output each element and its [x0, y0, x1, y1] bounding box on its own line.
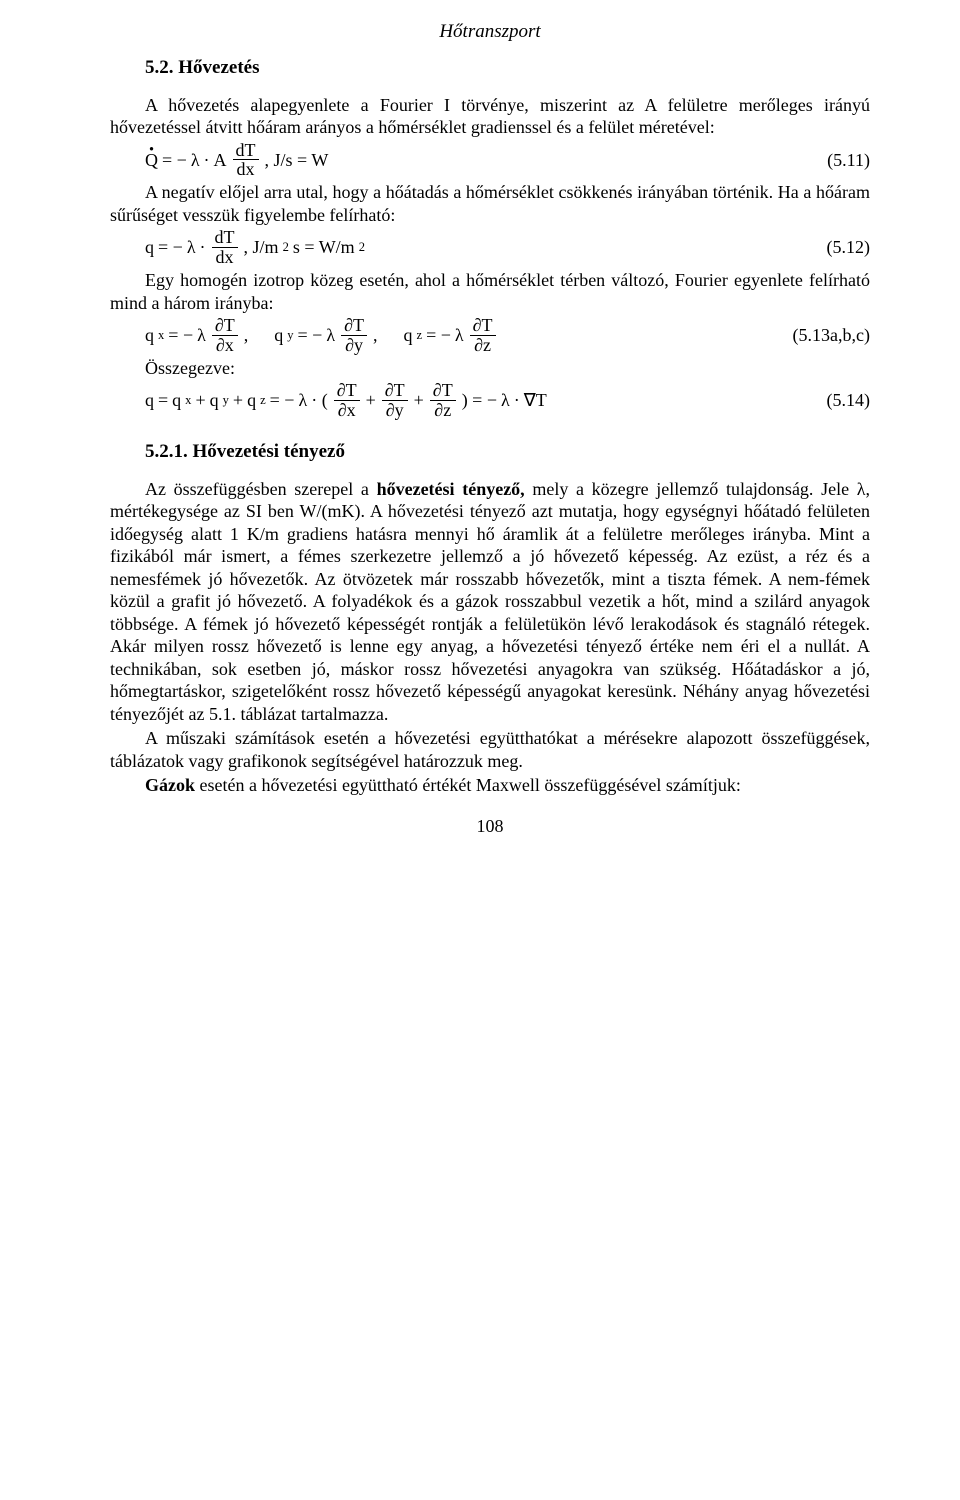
eq-text: = − [270, 389, 295, 412]
symbol-qx: q [145, 324, 154, 347]
page-number: 108 [110, 815, 870, 838]
negative-sign-paragraph: A negatív előjel arra utal, hogy a hőáta… [110, 181, 870, 226]
eq-text: = − [298, 324, 323, 347]
intro-paragraph: A hővezetés alapegyenlete a Fourier I tö… [110, 94, 870, 139]
fraction: ∂T ∂y [341, 316, 367, 355]
symbol-lambda: λ [326, 324, 335, 347]
subscript-x: x [158, 328, 164, 344]
eq-text: + [414, 389, 424, 412]
fraction: ∂T ∂z [430, 381, 456, 420]
eq-text: , [373, 324, 378, 347]
body-paragraph-2: A műszaki számítások esetén a hővezetési… [110, 727, 870, 772]
equation-number: (5.14) [811, 389, 871, 412]
heading-5-2-1: 5.2.1. Hővezetési tényező [145, 440, 870, 464]
equation-5-12: q = − λ · dT dx , J/m2s = W/m2 (5.12) [145, 228, 870, 267]
symbol-nablaT: ∇T [524, 389, 547, 412]
eq-text: = − [158, 236, 183, 259]
eq-text: = − [426, 324, 451, 347]
equation-number: (5.13a,b,c) [777, 324, 870, 347]
equation-number: (5.11) [811, 149, 870, 172]
fraction: ∂T ∂x [334, 381, 360, 420]
eq-text: = [158, 389, 168, 412]
symbol-lambda: λ [501, 389, 510, 412]
symbol-qz: q [247, 389, 256, 412]
subscript-y: y [223, 393, 229, 409]
eq-text: , [244, 324, 249, 347]
body-paragraph-3: Gázok esetén a hővezetési együttható ért… [110, 774, 870, 797]
fraction: ∂T ∂x [212, 316, 238, 355]
symbol-lambda: λ [455, 324, 464, 347]
running-header: Hőtranszport [110, 20, 870, 44]
fraction: ∂T ∂z [470, 316, 496, 355]
eq-text: · [200, 236, 206, 259]
fraction-dT-dx: dT dx [212, 228, 238, 267]
fraction-dT-dx: dT dx [233, 141, 259, 180]
eq-text: · [514, 389, 520, 412]
subscript-x: x [185, 393, 191, 409]
superscript-2: 2 [283, 240, 289, 256]
equation-number: (5.12) [811, 236, 871, 259]
eq-text: = − [162, 149, 187, 172]
eq-unit: , J/s = W [265, 149, 329, 172]
homogen-paragraph: Egy homogén izotrop közeg esetén, ahol a… [110, 269, 870, 314]
symbol-lambda: λ [298, 389, 307, 412]
eq-text: · ( [311, 389, 328, 412]
symbol-lambda: λ [197, 324, 206, 347]
symbol-lambda: λ [191, 149, 200, 172]
symbol-qz: q [403, 324, 412, 347]
eq-text: + [195, 389, 205, 412]
symbol-Qdot: Q [145, 149, 158, 172]
subscript-z: z [260, 393, 266, 409]
heading-5-2: 5.2. Hővezetés [145, 56, 870, 80]
equation-5-14: q = qx + qy + qz = − λ · ( ∂T ∂x + ∂T ∂y… [145, 381, 870, 420]
eq-text: ) = − [462, 389, 497, 412]
eq-text: + [233, 389, 243, 412]
equation-5-13: qx = − λ ∂T ∂x , qy = − λ ∂T ∂y , qz = −… [145, 316, 870, 355]
body-paragraph-1: Az összefüggésben szerepel a hővezetési … [110, 478, 870, 726]
eq-text: = − [168, 324, 193, 347]
eq-text: + [366, 389, 376, 412]
symbol-q: q [145, 389, 154, 412]
symbol-qy: q [210, 389, 219, 412]
fraction: ∂T ∂y [382, 381, 408, 420]
symbol-qy: q [274, 324, 283, 347]
eq-unit: s = W/m [293, 236, 355, 259]
eq-text: · [204, 149, 210, 172]
term-hovezetesi-tenyezo: hővezetési tényező, [377, 479, 525, 499]
equation-5-11: Q = − λ · A dT dx , J/s = W (5.11) [145, 141, 870, 180]
symbol-A: A [214, 149, 227, 172]
term-gazok: Gázok [145, 775, 195, 795]
superscript-2: 2 [359, 240, 365, 256]
eq-unit: , J/m [244, 236, 279, 259]
subscript-y: y [287, 328, 293, 344]
symbol-q: q [145, 236, 154, 259]
osszegezve-label: Összegezve: [145, 357, 870, 380]
symbol-lambda: λ [187, 236, 196, 259]
symbol-qx: q [172, 389, 181, 412]
subscript-z: z [416, 328, 422, 344]
